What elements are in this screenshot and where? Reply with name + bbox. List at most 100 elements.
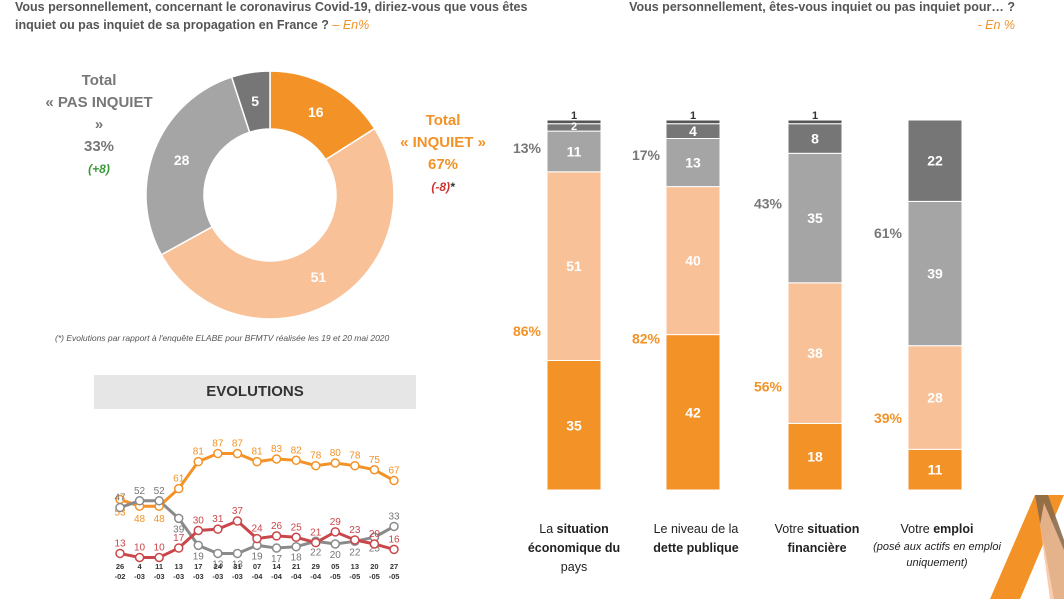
evolution-value-label: 17	[173, 533, 185, 544]
bar-value-label: 40	[685, 253, 701, 269]
bar-value-label: 1	[812, 110, 818, 122]
bar-value-label: 4	[689, 123, 697, 139]
evolution-point	[369, 465, 380, 475]
category-label-1: La situation économique du pays	[527, 522, 621, 574]
x-tick-label-month: -04	[252, 572, 264, 581]
donut-slice	[145, 76, 251, 256]
bar-value-label: 13	[685, 155, 701, 171]
x-tick-label-month: -04	[271, 572, 283, 581]
total-inquiet-line1: Total	[425, 112, 461, 129]
bar-segment	[665, 334, 721, 491]
bar-value-label: 11	[567, 143, 582, 159]
footnote: (*) Evolutions par rapport à l'enquête E…	[55, 333, 390, 343]
donut-slice	[230, 70, 271, 134]
elabe-logo-icon	[990, 495, 1064, 599]
inquiet-total-label: 39%	[874, 410, 903, 426]
evolution-value-label: 81	[251, 447, 263, 458]
evolution-value-label: 80	[330, 448, 342, 459]
evolution-value-label: 82	[291, 445, 303, 456]
evolution-point	[193, 540, 204, 551]
evolution-point	[115, 548, 125, 559]
x-tick-label-day: 21	[292, 562, 300, 571]
evolution-point	[310, 460, 321, 471]
evolution-point	[213, 524, 223, 534]
total-pas-inquiet: Total « PAS INQUIET » 33% (+8)	[40, 70, 158, 180]
category-label-2: Le niveau de la dette publique	[653, 522, 739, 555]
evolution-value-label: 25	[369, 543, 381, 554]
evolution-point	[173, 513, 184, 524]
evolution-point	[213, 548, 223, 559]
total-inquiet: Total « INQUIET » 67% (-8)*	[384, 110, 502, 198]
evolution-point	[173, 483, 184, 494]
total-pas-inquiet-change: (+8)	[88, 162, 110, 176]
evolutions-line-chart: 53 48 48 61 81 87 87 81 83 82 78 80 78 75 67 47 52 52 39 19…	[114, 439, 400, 581]
pas-inquiet-total-label: 13%	[513, 140, 542, 156]
bar-segment	[907, 200, 963, 347]
evolution-value-label: 22	[349, 547, 361, 558]
x-tick-label-day: 17	[194, 562, 202, 571]
bar-segment	[907, 119, 963, 202]
evolution-value-label: 48	[134, 514, 146, 525]
evolution-point	[134, 496, 145, 506]
evolution-point	[134, 552, 145, 563]
evolution-value-label: 25	[291, 522, 303, 533]
x-tick-label-day: 26	[116, 562, 124, 571]
stacked-bar-chart: 3551112186%13%4240134182%17%1838358156%4…	[513, 110, 963, 491]
x-tick-label-day: 31	[233, 562, 241, 571]
x-tick-label-month: -03	[154, 572, 165, 581]
x-tick-label-month: -04	[310, 572, 322, 581]
evolution-point	[232, 548, 243, 559]
evolution-point	[193, 456, 204, 467]
bar-segment	[907, 345, 963, 450]
left-question-unit: – En%	[332, 18, 370, 32]
evolution-value-label: 23	[349, 525, 361, 536]
donut-slice-label: 51	[311, 269, 327, 285]
evolution-point	[252, 456, 262, 467]
evolution-value-label: 47	[114, 493, 126, 504]
evolution-point	[213, 448, 223, 459]
bar-segment	[787, 422, 843, 491]
bar-segment	[787, 119, 843, 125]
x-tick-label-day: 20	[370, 562, 378, 571]
evolution-value-label: 52	[154, 486, 166, 497]
left-question: Vous personnellement, concernant le coro…	[15, 0, 535, 34]
total-pas-inquiet-line2: « PAS INQUIET »	[45, 94, 153, 133]
x-tick-label-day: 13	[175, 562, 183, 571]
x-tick-label-day: 24	[214, 562, 223, 571]
x-tick-label-month: -03	[134, 572, 145, 581]
evolution-value-label: 13	[232, 559, 244, 570]
x-tick-label-month: -02	[115, 572, 126, 581]
total-inquiet-line2: « INQUIET »	[400, 134, 486, 151]
x-tick-label-month: -05	[349, 572, 360, 581]
donut-slice-label: 5	[251, 93, 259, 109]
evolution-value-label: 16	[388, 534, 400, 545]
evolution-point	[330, 458, 341, 468]
pas-inquiet-total-label: 43%	[754, 195, 783, 211]
bar-value-label: 1	[690, 110, 696, 122]
bar-value-label: 35	[807, 210, 823, 226]
total-inquiet-value: 67%	[427, 156, 459, 173]
evolution-value-label: 20	[330, 550, 342, 561]
evolution-value-label: 21	[310, 528, 322, 539]
x-tick-label-month: -05	[330, 572, 341, 581]
right-question-unit: - En %	[977, 18, 1015, 32]
evolution-value-label: 78	[349, 451, 361, 462]
evolution-point	[310, 537, 321, 548]
evolution-point	[291, 541, 301, 552]
evolution-point	[154, 552, 164, 563]
x-tick-label-month: -05	[369, 572, 380, 581]
evolution-value-label: 29	[330, 517, 342, 528]
right-question: Vous personnellement, êtes-vous inquiet …	[560, 0, 1015, 34]
evolutions-title: EVOLUTIONS	[94, 375, 416, 409]
evolution-point	[291, 455, 301, 466]
pas-inquiet-total-label: 61%	[874, 225, 903, 241]
evolution-point	[330, 527, 341, 537]
evolution-value-label: 30	[193, 516, 205, 527]
bar-segment	[665, 119, 721, 125]
evolution-point	[232, 516, 243, 526]
evolution-point	[330, 539, 341, 549]
bar-value-label: 42	[685, 404, 701, 420]
evolution-point	[389, 521, 399, 532]
evolution-value-label: 39	[173, 524, 185, 535]
evolution-value-label: 78	[310, 451, 322, 462]
